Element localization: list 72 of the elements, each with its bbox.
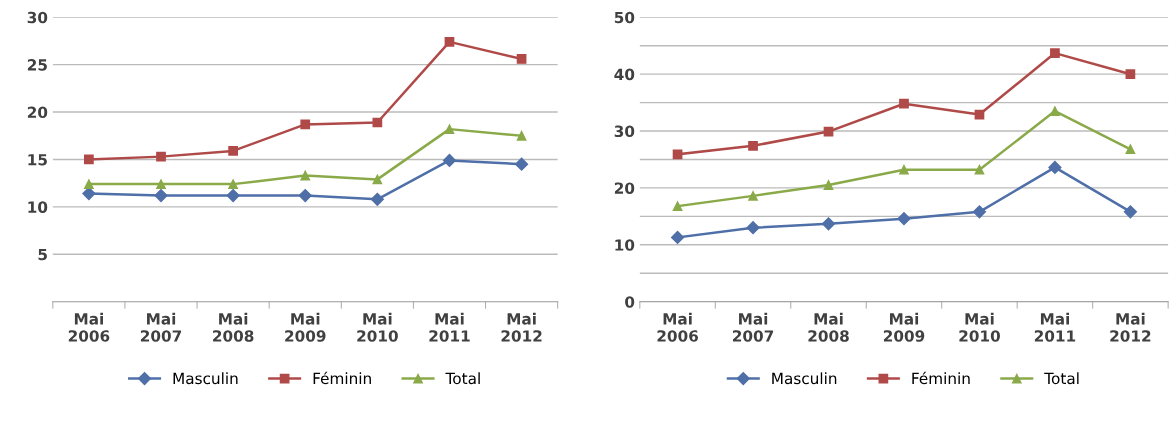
point — [1123, 205, 1137, 219]
point — [748, 191, 758, 201]
point — [300, 170, 311, 181]
legend-label: Masculin — [772, 372, 837, 385]
point — [156, 179, 166, 189]
point — [442, 153, 457, 168]
legend-label: Total — [445, 372, 480, 385]
y-tick-label: 40 — [614, 68, 635, 81]
point — [516, 130, 527, 141]
y-tick-label: 10 — [615, 239, 635, 251]
point — [444, 37, 455, 47]
point — [84, 179, 94, 189]
point — [156, 151, 166, 162]
y-tick-label: 20 — [614, 182, 635, 194]
y-tick-label: 15 — [28, 154, 47, 166]
point — [746, 221, 760, 235]
x-tick-label: Mai 2011 — [429, 312, 470, 342]
point — [228, 179, 238, 189]
point — [372, 174, 383, 185]
point — [516, 54, 527, 64]
point — [1050, 48, 1060, 58]
x-tick-label: Mai 2012 — [501, 312, 542, 342]
point — [672, 201, 683, 211]
point — [370, 192, 384, 206]
point — [154, 188, 168, 203]
point — [823, 180, 834, 190]
point — [821, 217, 836, 231]
point — [82, 187, 96, 201]
point — [372, 117, 383, 128]
point — [298, 188, 312, 203]
point — [228, 146, 238, 156]
x-tick-label: Mai 2012 — [1110, 312, 1151, 342]
point — [899, 164, 909, 175]
x-tick-label: Mai 2010 — [959, 312, 1000, 342]
legend-label: Féminin — [912, 371, 970, 385]
x-tick-label: Mai 2009 — [883, 312, 925, 342]
x-tick-label: Mai 2007 — [732, 312, 774, 342]
point — [672, 149, 683, 160]
point — [974, 164, 985, 175]
point — [515, 157, 529, 171]
y-tick-label: 0 — [625, 296, 635, 308]
legend-label: Féminin — [313, 371, 371, 385]
point — [444, 124, 455, 134]
y-tick-label: 5 — [38, 248, 47, 261]
x-tick-label: Mai 2006 — [657, 312, 699, 342]
x-tick-label: Mai 2006 — [68, 312, 110, 342]
point — [670, 230, 685, 245]
point — [226, 188, 240, 203]
y-tick-label: 10 — [28, 201, 48, 213]
x-tick-label: Mai 2008 — [808, 312, 849, 342]
point — [748, 140, 758, 151]
x-tick-label: Mai 2009 — [285, 312, 326, 342]
x-tick-label: Mai 2010 — [357, 312, 398, 342]
x-tick-label: Mai 2007 — [140, 312, 182, 342]
legend-label: Masculin — [173, 372, 238, 385]
y-tick-label: 30 — [27, 11, 48, 24]
point — [899, 98, 909, 109]
y-tick-label: 50 — [614, 11, 635, 24]
point — [1125, 144, 1136, 155]
point — [84, 154, 94, 165]
y-tick-label: 25 — [27, 59, 47, 71]
y-tick-label: 20 — [27, 106, 48, 119]
point — [1050, 106, 1060, 116]
point — [897, 212, 911, 226]
point — [300, 119, 311, 130]
x-tick-label: Mai 2011 — [1034, 312, 1076, 342]
point — [972, 205, 987, 219]
y-tick-label: 30 — [614, 125, 635, 138]
legend-label: Total — [1044, 372, 1079, 385]
point — [1125, 69, 1136, 79]
point — [1048, 160, 1062, 175]
x-tick-label: Mai 2008 — [213, 312, 254, 342]
